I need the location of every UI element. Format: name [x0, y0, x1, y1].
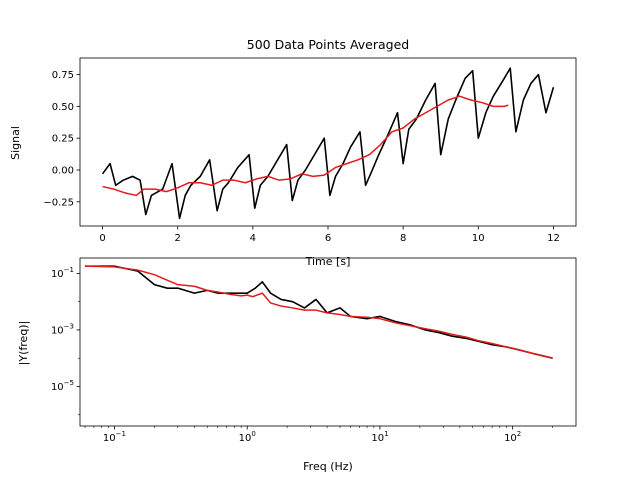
chart-title: 500 Data Points Averaged [247, 37, 409, 52]
x-tick-label: 10−1 [103, 430, 126, 444]
x-tick-label: 101 [371, 430, 388, 444]
y-tick-label: 10−1 [51, 266, 74, 280]
x-tick-label: 10 [472, 233, 485, 244]
y-tick-label: 0.00 [52, 166, 74, 177]
y-tick-label: 0.25 [52, 134, 74, 145]
x-tick-label: 6 [325, 233, 331, 244]
axis-label-x-time: Time [s] [305, 255, 351, 268]
y-tick-label: 0.50 [52, 102, 74, 113]
plot-frame [79, 257, 577, 427]
x-tick-label: 12 [547, 233, 560, 244]
x-tick-label: 100 [239, 430, 256, 444]
axes-frequency-spectrum: 10−1 100 101 102 10−5 10−3 10−1 [51, 257, 577, 444]
x-tick-label: 4 [250, 233, 256, 244]
axis-label-x-freq: Freq (Hz) [303, 460, 353, 473]
axes-time-signal: 0 2 4 6 8 10 12 −0.25 0.00 0.25 0.50 0.75 [43, 57, 577, 244]
series-line-2 [85, 265, 553, 359]
x-tick-label: 8 [400, 233, 406, 244]
axis-label-y-signal: Signal [9, 126, 22, 160]
axis-label-y-magnitude: |Y(freq)| [17, 321, 30, 366]
series-line-1 [101, 67, 555, 220]
x-tick-label: 2 [175, 233, 181, 244]
y-tick-label: 0.75 [52, 70, 74, 81]
series-line-2 [102, 95, 509, 197]
y-tick-label: −0.25 [43, 197, 74, 208]
x-tick-label: 102 [504, 430, 521, 444]
y-tick-label: 10−5 [51, 379, 74, 393]
y-tick-label: 10−3 [51, 322, 74, 336]
x-tick-label: 0 [99, 233, 105, 244]
